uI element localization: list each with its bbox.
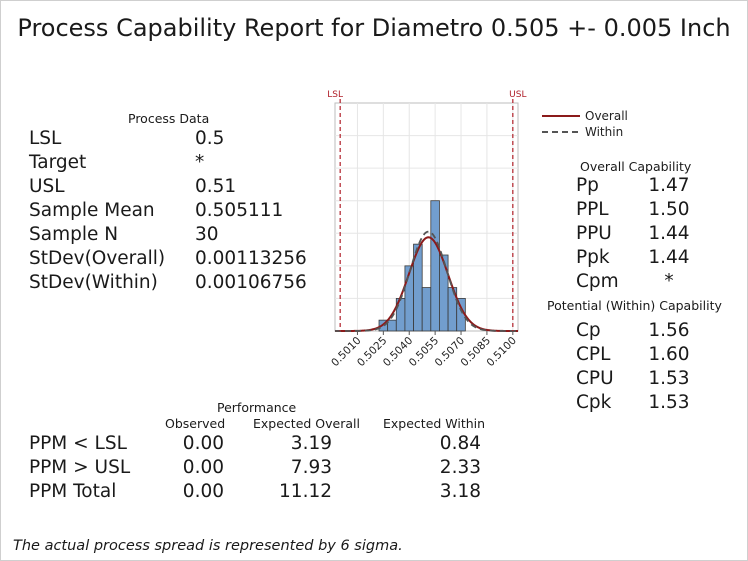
performance-row-label: PPM < LSL bbox=[29, 433, 127, 454]
process-data-label: StDev(Overall) bbox=[29, 248, 166, 269]
potential-capability-header: Potential (Within) Capability bbox=[547, 298, 722, 313]
spec-limit-label-usl: USL bbox=[509, 90, 526, 100]
performance-row-label: PPM > USL bbox=[29, 457, 131, 478]
process-data-value: 0.51 bbox=[195, 176, 237, 197]
process-data-label: StDev(Within) bbox=[29, 272, 158, 293]
overall-capability-label: PPU bbox=[576, 223, 612, 244]
process-data-value: * bbox=[195, 152, 205, 173]
overall-capability-value: 1.44 bbox=[648, 247, 690, 268]
performance-header: Performance bbox=[217, 400, 297, 415]
process-data-label: LSL bbox=[29, 128, 62, 149]
process-data-label: Sample N bbox=[29, 224, 119, 245]
histogram-bar bbox=[421, 287, 432, 332]
potential-capability-label: CPL bbox=[576, 344, 611, 365]
histogram-bar bbox=[439, 254, 449, 332]
legend-overall-label: Overall bbox=[585, 109, 628, 123]
overall-capability-label: Cpm bbox=[576, 271, 619, 292]
overall-capability-label: Ppk bbox=[576, 247, 610, 268]
footnote: The actual process spread is represented… bbox=[13, 538, 403, 554]
performance-col-expected-overall: Expected Overall bbox=[253, 416, 360, 431]
potential-capability-label: CPU bbox=[576, 368, 614, 389]
histogram-bar bbox=[387, 319, 397, 332]
overall-capability-header: Overall Capability bbox=[580, 159, 692, 174]
potential-capability-value: 1.53 bbox=[648, 392, 690, 413]
potential-capability-value: 1.60 bbox=[648, 344, 690, 365]
process-data-label: Target bbox=[29, 152, 87, 173]
process-data-value: 0.00106756 bbox=[195, 272, 307, 293]
process-data-label: Sample Mean bbox=[29, 200, 155, 221]
performance-expected-overall: 11.12 bbox=[279, 481, 332, 502]
capability-histogram: LSL USL 0.50100.50250.50400.50550.50700.5… bbox=[327, 90, 526, 369]
performance-expected-overall: 7.93 bbox=[290, 457, 332, 478]
potential-capability-label: Cpk bbox=[576, 392, 612, 413]
potential-capability-value: 1.53 bbox=[648, 368, 690, 389]
performance-observed: 0.00 bbox=[182, 457, 224, 478]
spec-limit-label-lsl: LSL bbox=[327, 90, 343, 100]
performance-col-observed: Observed bbox=[165, 416, 226, 431]
overall-capability-value: 1.44 bbox=[648, 223, 690, 244]
process-data-header: Process Data bbox=[128, 111, 210, 126]
overall-capability-label: Pp bbox=[576, 175, 599, 196]
chart-legend: Overall Within bbox=[542, 109, 628, 139]
performance-row-label: PPM Total bbox=[29, 481, 117, 502]
process-data-value: 30 bbox=[195, 224, 219, 245]
performance-col-expected-within: Expected Within bbox=[383, 416, 486, 431]
performance-observed: 0.00 bbox=[182, 481, 224, 502]
process-data-label: USL bbox=[29, 176, 65, 197]
overall-capability-value: * bbox=[664, 271, 674, 292]
within-curve bbox=[335, 230, 518, 332]
performance-expected-within: 0.84 bbox=[439, 433, 481, 454]
performance-expected-overall: 3.19 bbox=[290, 433, 332, 454]
process-data-value: 0.00113256 bbox=[195, 248, 307, 269]
legend-within-label: Within bbox=[585, 125, 623, 139]
performance-expected-within: 2.33 bbox=[439, 457, 481, 478]
potential-capability-value: 1.56 bbox=[648, 320, 690, 341]
performance-expected-within: 3.18 bbox=[439, 481, 481, 502]
process-data-value: 0.5 bbox=[195, 128, 225, 149]
performance-observed: 0.00 bbox=[182, 433, 224, 454]
overall-capability-value: 1.50 bbox=[648, 199, 690, 220]
process-data-value: 0.505111 bbox=[195, 200, 284, 221]
overall-capability-label: PPL bbox=[576, 199, 609, 220]
report-title: Process Capability Report for Diametro 0… bbox=[17, 14, 731, 42]
histogram-bar bbox=[430, 200, 440, 332]
potential-capability-label: Cp bbox=[576, 320, 601, 341]
overall-capability-value: 1.47 bbox=[648, 175, 690, 196]
